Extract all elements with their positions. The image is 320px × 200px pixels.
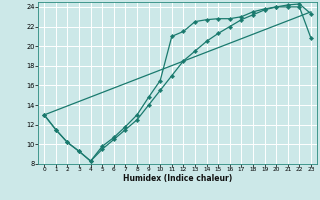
X-axis label: Humidex (Indice chaleur): Humidex (Indice chaleur) (123, 174, 232, 183)
